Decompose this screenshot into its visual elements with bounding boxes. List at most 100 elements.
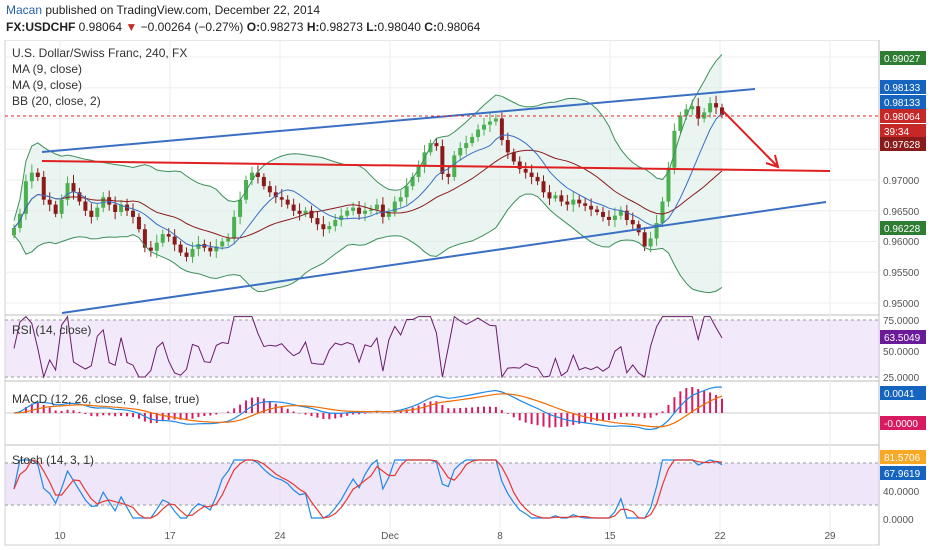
forecast-arrow-icon[interactable] bbox=[722, 110, 779, 168]
candle-body bbox=[410, 176, 415, 187]
publish-line: Macan published on TradingView.com, Dece… bbox=[6, 3, 320, 17]
candle-body bbox=[523, 168, 528, 173]
bb-fill-area bbox=[14, 54, 722, 293]
close-label: C: bbox=[424, 20, 437, 34]
candle-body bbox=[273, 192, 278, 198]
candle-body bbox=[363, 210, 368, 214]
candle-body bbox=[440, 146, 445, 174]
stoch-badge-bg bbox=[880, 450, 926, 464]
trading-chart[interactable]: U.S. Dollar/Swiss Franc, 240, FX MA (9, … bbox=[0, 40, 932, 550]
price-badge-bg bbox=[880, 51, 926, 65]
price-badge-bg bbox=[880, 95, 926, 109]
candle-body bbox=[119, 204, 124, 212]
candle-body bbox=[577, 199, 582, 204]
candle-body bbox=[511, 152, 516, 162]
candle-body bbox=[208, 247, 213, 252]
grid bbox=[5, 40, 879, 545]
macd-label[interactable]: MACD (12, 26, close, 9, false, true) bbox=[12, 392, 199, 406]
time-tick-label: 29 bbox=[824, 531, 836, 542]
arrow-head-icon bbox=[765, 154, 780, 169]
time-tick-label: 24 bbox=[274, 531, 286, 542]
last-price: 0.98064 bbox=[78, 20, 123, 34]
candle-body bbox=[714, 103, 719, 108]
candle-body bbox=[226, 238, 231, 242]
rsi-badge: 63.5049 bbox=[884, 333, 921, 344]
candle-body bbox=[642, 232, 647, 247]
high-value: 0.98273 bbox=[319, 20, 363, 34]
ma-line bbox=[13, 112, 723, 249]
candle-body bbox=[696, 106, 701, 119]
rsi-tick-label: 25.0000 bbox=[883, 373, 920, 384]
candle-body bbox=[708, 103, 713, 113]
candle-body bbox=[351, 207, 356, 211]
candle-body bbox=[547, 192, 552, 199]
bb-label[interactable]: BB (20, close, 2) bbox=[12, 94, 101, 108]
candle-body bbox=[65, 183, 70, 200]
upper-trendline[interactable] bbox=[41, 88, 756, 153]
candle-body bbox=[285, 199, 290, 205]
open-value: 0.98273 bbox=[260, 20, 304, 34]
price-badge: 0.98064 bbox=[884, 112, 921, 123]
stoch-label[interactable]: Stoch (14, 3, 1) bbox=[12, 453, 94, 467]
candle-body bbox=[541, 181, 546, 193]
candle-body bbox=[107, 197, 112, 205]
candle-body bbox=[95, 207, 100, 217]
candle-body bbox=[309, 210, 314, 219]
indicator-lines bbox=[13, 54, 723, 519]
quote-line: FX:USDCHF 0.98064 ▼ −0.00264 (−0.27%) O:… bbox=[6, 20, 480, 34]
price-badge-bg bbox=[880, 137, 926, 151]
rsi-label[interactable]: RSI (14, close) bbox=[12, 323, 91, 337]
ma1-label[interactable]: MA (9, close) bbox=[12, 62, 82, 76]
macd-badge: 0.0041 bbox=[884, 389, 915, 400]
candle-body bbox=[238, 199, 243, 217]
resistance-line[interactable] bbox=[41, 160, 831, 172]
candle-body bbox=[446, 173, 451, 177]
candle-body bbox=[398, 197, 403, 202]
open-label: O: bbox=[246, 20, 261, 34]
candle-body bbox=[487, 121, 492, 125]
candle-body bbox=[672, 130, 677, 168]
time-tick-label: 17 bbox=[164, 531, 176, 542]
candle-body bbox=[529, 172, 534, 177]
symbol: FX:USDCHF bbox=[6, 20, 76, 34]
candle-body bbox=[297, 210, 302, 214]
candle-body bbox=[136, 216, 141, 230]
time-tick-label: 15 bbox=[604, 531, 616, 542]
price-tick-label: 0.96500 bbox=[883, 207, 920, 218]
stoch-tick-label: 0.0000 bbox=[883, 515, 914, 526]
candle-body bbox=[35, 172, 40, 177]
ma2-label[interactable]: MA (9, close) bbox=[12, 78, 82, 92]
high-label: H: bbox=[306, 20, 320, 34]
price-badge-bg bbox=[880, 221, 926, 235]
candle-body bbox=[702, 112, 707, 119]
candle-body bbox=[380, 204, 385, 217]
candle-body bbox=[214, 246, 219, 252]
candle-body bbox=[648, 238, 653, 247]
price-badge: 0.99027 bbox=[884, 54, 921, 65]
price-badge-bg bbox=[880, 124, 926, 138]
lower-trendline[interactable] bbox=[61, 201, 827, 314]
candle-body bbox=[255, 172, 260, 177]
candle-body bbox=[559, 195, 564, 202]
candle-body bbox=[458, 148, 463, 156]
candle-body bbox=[41, 176, 46, 200]
chart-header: Macan published on TradingView.com, Dece… bbox=[0, 0, 932, 40]
candle-body bbox=[666, 167, 671, 202]
candle-body bbox=[601, 211, 606, 217]
bollinger-band-fill bbox=[14, 54, 722, 293]
candle-body bbox=[464, 143, 469, 149]
candle-body bbox=[357, 207, 362, 214]
macd-badge-bg bbox=[880, 416, 926, 430]
candle-body bbox=[89, 210, 94, 217]
candle-body bbox=[535, 176, 540, 182]
candle-body bbox=[392, 201, 397, 212]
candle-body bbox=[386, 211, 391, 217]
stoch-d-line bbox=[13, 459, 723, 519]
author-link[interactable]: Macan bbox=[6, 3, 43, 17]
rsi-tick-label: 75.0000 bbox=[883, 316, 920, 327]
rsi-band bbox=[5, 320, 879, 377]
close-value: 0.98064 bbox=[436, 20, 481, 34]
candle-body bbox=[654, 223, 659, 239]
candle-body bbox=[571, 199, 576, 205]
price-change: −0.00264 (−0.27%) bbox=[140, 20, 244, 34]
